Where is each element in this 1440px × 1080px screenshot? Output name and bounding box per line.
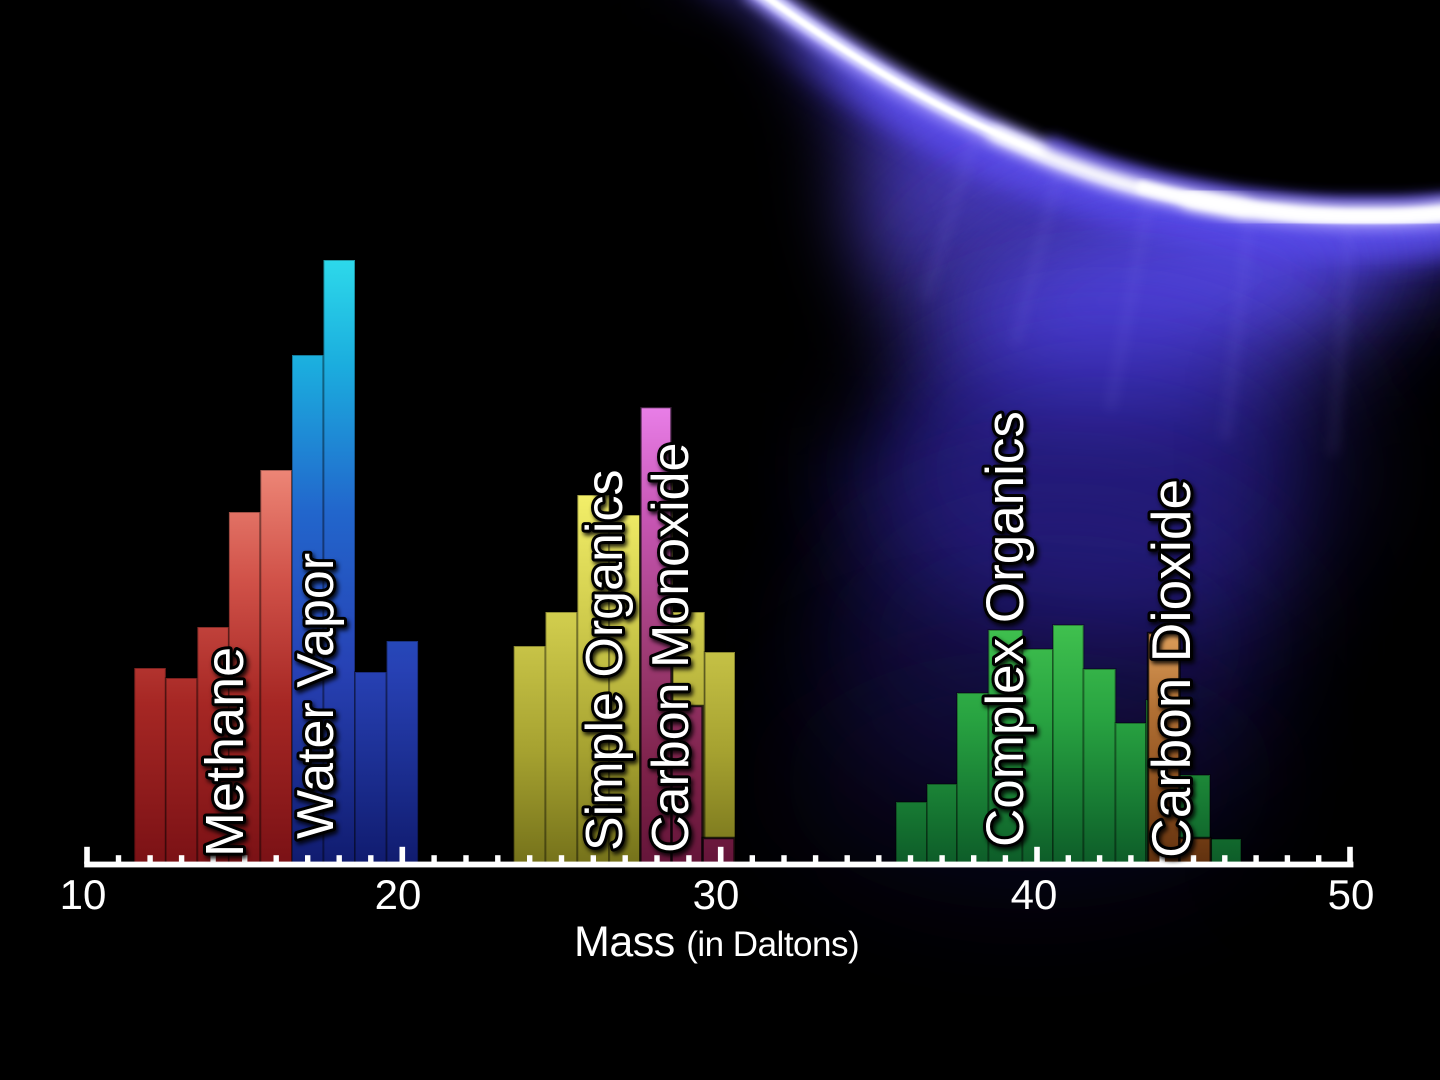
svg-text:20: 20	[375, 871, 422, 918]
svg-text:Carbon Monoxide: Carbon Monoxide	[642, 443, 700, 853]
svg-text:Simple Organics: Simple Organics	[576, 470, 634, 851]
svg-text:Complex Organics: Complex Organics	[976, 411, 1035, 847]
svg-text:40: 40	[1011, 871, 1058, 918]
svg-text:Mass (in Daltons): Mass (in Daltons)	[574, 918, 859, 966]
svg-text:Methane: Methane	[195, 647, 255, 857]
svg-text:30: 30	[693, 871, 740, 918]
svg-text:Carbon Dioxide: Carbon Dioxide	[1140, 479, 1202, 858]
svg-text:Water Vapor: Water Vapor	[287, 553, 345, 839]
svg-text:50: 50	[1328, 871, 1375, 918]
svg-text:10: 10	[60, 871, 107, 918]
